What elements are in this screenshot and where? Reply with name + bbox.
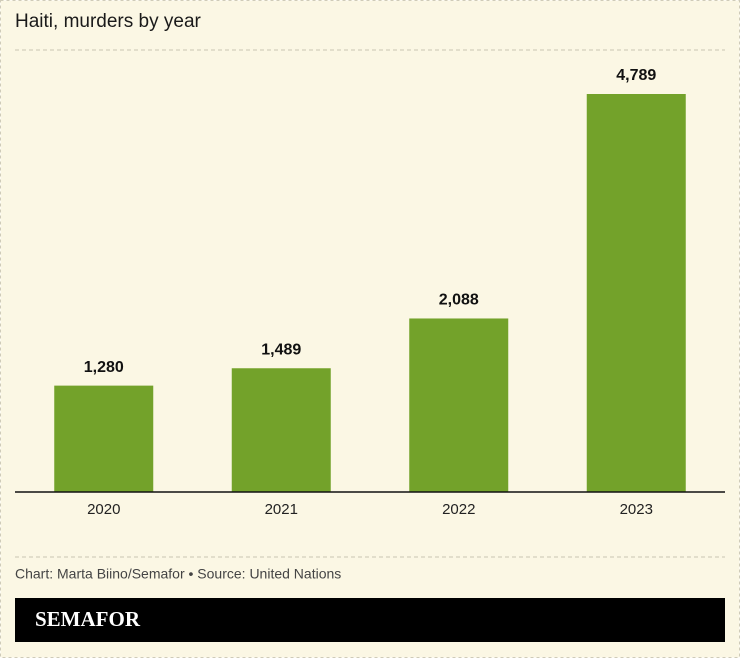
bar bbox=[409, 318, 509, 492]
value-label: 2,088 bbox=[439, 292, 479, 309]
chart-title: Haiti, murders by year bbox=[15, 11, 202, 32]
value-label: 1,489 bbox=[261, 341, 301, 358]
x-tick-label: 2021 bbox=[265, 501, 298, 518]
credit: Chart: Marta Biino/Semafor • Source: Uni… bbox=[15, 566, 341, 582]
x-tick-label: 2023 bbox=[620, 501, 653, 518]
logo: SEMAFOR bbox=[35, 607, 141, 631]
x-tick-label: 2022 bbox=[442, 501, 475, 518]
bar bbox=[231, 368, 331, 492]
logo-bar bbox=[15, 598, 725, 642]
bar bbox=[54, 385, 154, 492]
bar bbox=[586, 94, 686, 492]
x-tick-label: 2020 bbox=[87, 501, 120, 518]
value-label: 4,789 bbox=[616, 67, 656, 84]
value-label: 1,280 bbox=[84, 359, 124, 376]
